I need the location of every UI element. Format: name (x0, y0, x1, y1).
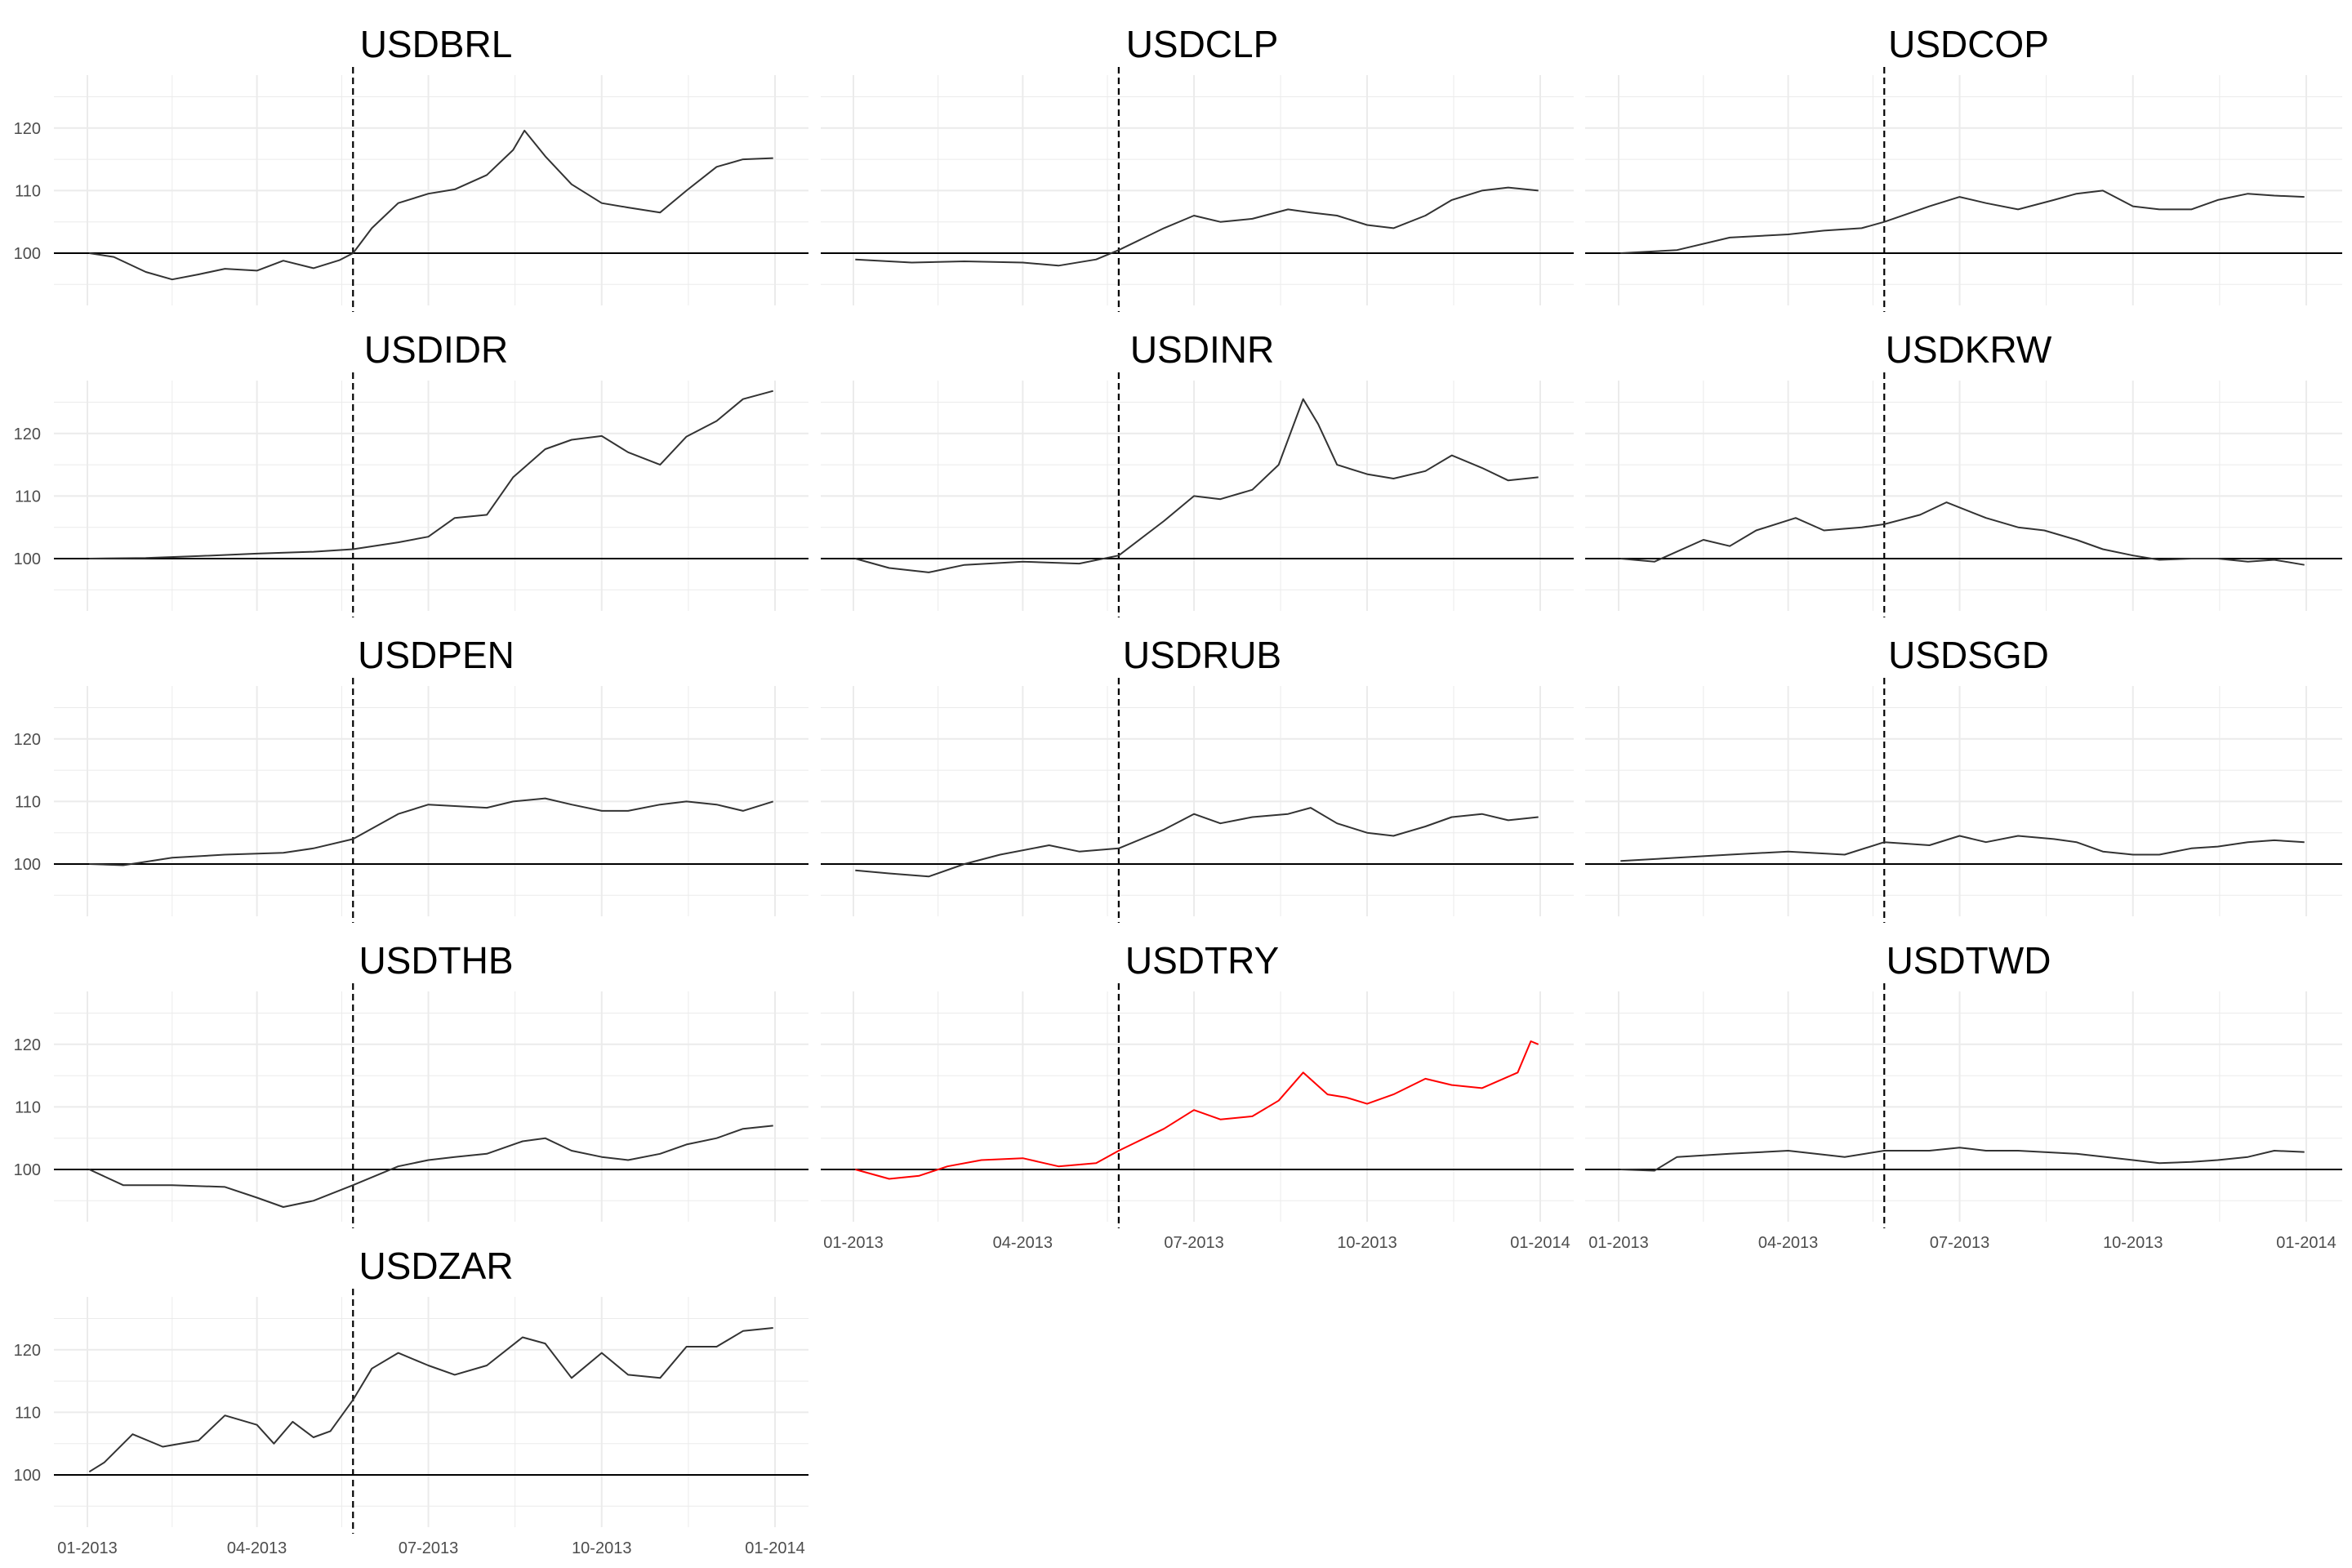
y-tick-label: 120 (14, 1036, 41, 1054)
series-line-usdthb (88, 1125, 773, 1208)
facet-title: USDTHB (359, 939, 513, 982)
facet-panel-usdbrl: 100 110 120 USDBRL (14, 23, 808, 312)
facet-panel-usdtwd: USDTWD 01-2013 04-2013 07-2013 10-2013 01-201… (1585, 939, 2342, 1252)
facet-title: USDKRW (1886, 328, 2052, 371)
series-line-usdtwd (1620, 1147, 2305, 1172)
y-tick-label: 110 (15, 793, 41, 811)
x-tick-label: 10-2013 (572, 1539, 631, 1557)
y-tick-label: 100 (14, 550, 41, 568)
facet-title: USDINR (1130, 328, 1274, 371)
x-tick-label: 10-2013 (2103, 1234, 2163, 1252)
series-line-usdbrl (89, 129, 773, 281)
x-tick-label: 07-2013 (1930, 1234, 1989, 1252)
facet-title: USDPEN (358, 634, 514, 676)
facet-panel-usdthb: 100 110 120 USDTHB (14, 939, 808, 1228)
x-tick-label: 04-2013 (993, 1234, 1053, 1252)
series-line-usdzar (88, 1327, 773, 1473)
y-tick-label: 120 (14, 425, 41, 443)
x-tick-label: 04-2013 (227, 1539, 287, 1557)
facet-title: USDCOP (1888, 23, 2049, 65)
x-tick-label: 07-2013 (1164, 1234, 1223, 1252)
facet-title: USDRUB (1123, 634, 1281, 676)
facet-panel-usdzar: 100 110 120 USDZAR 01-2013 04-2013 07-2013 10-2… (14, 1245, 808, 1557)
facet-title: USDCLP (1126, 23, 1279, 65)
series-line-usdpen (89, 797, 773, 866)
y-tick-label: 120 (14, 731, 41, 749)
facet-panel-usdtry: USDTRY 01-2013 04-2013 07-2013 10-2013 01-201… (821, 939, 1574, 1252)
series-line-usdkrw (1620, 501, 2305, 566)
facet-panel-usdsgd: USDSGD (1585, 634, 2342, 923)
facet-panel-usdrub: USDRUB (821, 634, 1574, 923)
series-line-usdinr (855, 398, 1539, 573)
facet-panel-usdidr: 100 110 120 USDIDR (14, 328, 808, 617)
facet-title: USDIDR (364, 328, 508, 371)
facet-title: USDSGD (1888, 634, 2049, 676)
y-tick-label: 120 (14, 1342, 41, 1360)
series-line-usdrub (855, 807, 1539, 878)
x-tick-label: 01-2014 (745, 1539, 804, 1557)
y-tick-label: 110 (15, 1404, 41, 1422)
y-tick-label: 110 (15, 182, 41, 200)
facet-panel-usdpen: 100 110 120 USDPEN (14, 634, 808, 923)
facet-panel-usdinr: USDINR (821, 328, 1574, 617)
facet-title: USDTRY (1125, 939, 1279, 982)
y-tick-label: 110 (15, 488, 41, 506)
facet-panel-usdcop: USDCOP (1585, 23, 2342, 312)
x-tick-label: 01-2013 (57, 1539, 117, 1557)
facet-title: USDBRL (360, 23, 513, 65)
x-tick-label: 04-2013 (1758, 1234, 1818, 1252)
x-tick-label: 01-2013 (823, 1234, 883, 1252)
y-tick-label: 100 (14, 245, 41, 263)
series-line-usdidr (89, 390, 773, 559)
series-line-usdcop (1620, 189, 2305, 254)
facet-panel-usdclp: USDCLP (821, 23, 1574, 312)
x-tick-label: 01-2014 (1510, 1234, 1570, 1252)
y-tick-label: 100 (14, 856, 41, 874)
y-tick-label: 120 (14, 120, 41, 138)
x-tick-label: 10-2013 (1337, 1234, 1396, 1252)
facet-panel-usdkrw: USDKRW (1585, 328, 2342, 617)
series-line-usdtry (855, 1040, 1539, 1180)
x-tick-label: 07-2013 (399, 1539, 458, 1557)
x-tick-label: 01-2013 (1588, 1234, 1648, 1252)
facet-title: USDTWD (1886, 939, 2051, 982)
y-tick-label: 100 (14, 1467, 41, 1485)
series-line-usdsgd (1620, 835, 2305, 862)
x-tick-label: 01-2014 (2276, 1234, 2336, 1252)
facet-title: USDZAR (359, 1245, 513, 1287)
series-line-usdclp (855, 186, 1539, 267)
y-tick-label: 100 (14, 1161, 41, 1179)
y-tick-label: 110 (15, 1098, 41, 1116)
